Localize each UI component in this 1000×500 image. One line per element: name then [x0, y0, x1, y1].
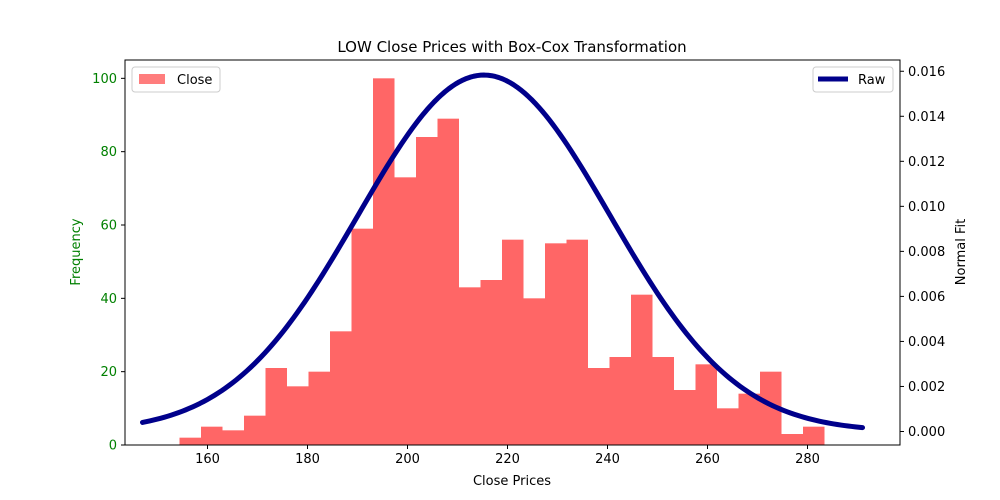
histogram-bar — [244, 415, 266, 445]
y2-tick-label: 0.010 — [908, 200, 945, 215]
y-tick-label: 60 — [100, 219, 117, 234]
y-tick-label: 20 — [100, 365, 117, 380]
histogram-bar — [437, 118, 459, 446]
histogram-bar — [760, 371, 782, 445]
histogram-bars — [179, 78, 825, 446]
x-tick-label: 200 — [395, 452, 420, 467]
legend-swatch-close — [139, 74, 165, 84]
histogram-bar — [287, 386, 309, 445]
normal-fit-line — [140, 72, 865, 431]
histogram-bar — [545, 243, 567, 445]
histogram-bar — [695, 364, 717, 445]
histogram-bar — [781, 434, 803, 445]
histogram-bar — [308, 371, 330, 445]
y-tick-label: 40 — [100, 292, 117, 307]
y-axis-label: Frequency — [69, 218, 84, 285]
y2-tick-label: 0.000 — [908, 425, 945, 440]
histogram-bar — [394, 177, 416, 445]
legend-right: Raw — [812, 66, 894, 93]
plot-frame — [124, 59, 901, 446]
histogram-bar — [502, 239, 524, 445]
legend-left: Close — [131, 66, 221, 93]
x-axis-label: Close Prices — [473, 474, 551, 489]
histogram-bar — [523, 298, 545, 445]
legend-label-close: Close — [177, 73, 212, 88]
histogram-bar — [738, 393, 760, 445]
y-tick-label: 100 — [92, 72, 117, 87]
histogram-bar — [459, 287, 481, 445]
y2-tick-label: 0.004 — [908, 335, 945, 350]
histogram-bar — [201, 426, 223, 445]
histogram-bar — [373, 78, 395, 445]
x-axis-ticks: 160 180 200 220 240 260 280 — [195, 445, 820, 467]
x-tick-label: 180 — [295, 452, 320, 467]
y2-tick-label: 0.014 — [908, 110, 945, 125]
histogram-bar — [351, 228, 373, 445]
histogram-bar — [803, 426, 825, 445]
normal-fit-layer — [140, 72, 865, 431]
histogram-bar — [416, 137, 438, 445]
histogram-bar — [330, 331, 352, 445]
histogram-bar — [674, 390, 696, 445]
x-tick-label: 240 — [595, 452, 620, 467]
histogram-bar — [652, 357, 674, 445]
histogram-bar — [480, 280, 502, 445]
x-tick-label: 160 — [195, 452, 220, 467]
x-tick-label: 260 — [695, 452, 720, 467]
legend-right-box — [812, 66, 894, 93]
y-tick-label: 0 — [109, 439, 117, 454]
y2-tick-label: 0.012 — [908, 155, 945, 170]
y-tick-label: 80 — [100, 145, 117, 160]
histogram-bar — [222, 430, 244, 445]
histogram-bar — [265, 368, 287, 445]
histogram-bar — [717, 408, 739, 445]
y2-tick-label: 0.006 — [908, 290, 945, 305]
y2-tick-label: 0.008 — [908, 245, 945, 260]
y2-tick-label: 0.016 — [908, 65, 945, 80]
histogram-bar — [566, 239, 588, 445]
chart-title: LOW Close Prices with Box-Cox Transforma… — [337, 38, 686, 56]
y2-tick-label: 0.002 — [908, 380, 945, 395]
y2-axis-ticks: 0.000 0.002 0.004 0.006 0.008 0.010 0.012 0.014… — [900, 65, 945, 440]
y-axis-ticks: 0 20 40 60 80 100 — [92, 72, 125, 454]
x-tick-label: 280 — [795, 452, 820, 467]
histogram-bar — [179, 437, 201, 445]
y2-axis-label: Normal Fit — [954, 219, 969, 285]
legend-label-raw: Raw — [858, 73, 886, 88]
legend-left-box — [131, 66, 221, 93]
x-tick-label: 220 — [495, 452, 520, 467]
histogram-bar — [588, 368, 610, 445]
histogram-bar — [631, 294, 653, 445]
histogram-bar — [609, 357, 631, 445]
